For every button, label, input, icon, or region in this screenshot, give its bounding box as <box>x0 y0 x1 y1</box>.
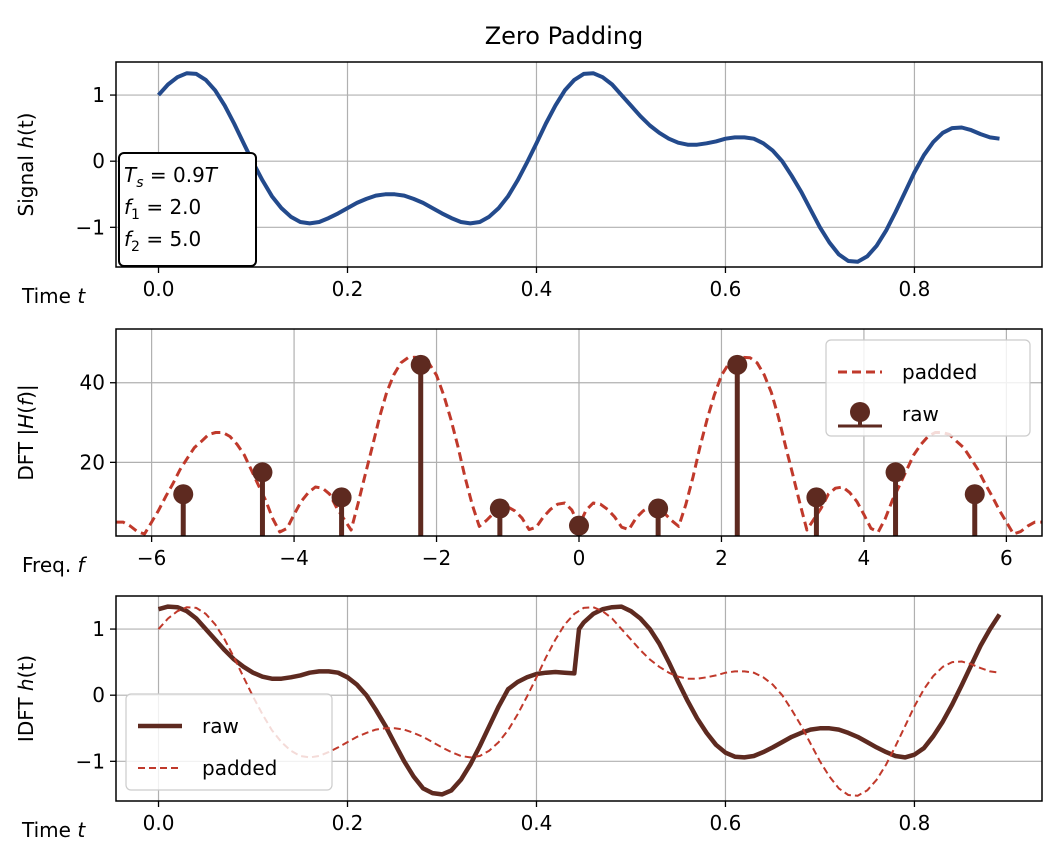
padded-reconstruction-line <box>157 606 1000 797</box>
x-tick-label: 2 <box>715 546 728 570</box>
raw-stem-marker <box>964 484 985 505</box>
x-tick-label: 0.6 <box>710 277 742 301</box>
x-tick-label: 0 <box>573 546 586 570</box>
raw-stem-marker <box>727 354 748 375</box>
legend-label-raw: raw <box>902 402 939 426</box>
x-tick-label: −2 <box>422 546 451 570</box>
x-tick-label: 6 <box>1000 546 1013 570</box>
y-tick-label: 0 <box>92 149 105 173</box>
x-tick-label: −6 <box>137 546 166 570</box>
idft-panel: 0.0 0.2 0.4 0.6 0.8 1 0 −1 IDFT h(t) Time t raw pad… <box>14 595 1043 842</box>
y-tick-label: 1 <box>92 617 105 641</box>
x-tick-label: −4 <box>279 546 308 570</box>
y-axis-label: Signal h(t) <box>14 113 38 217</box>
legend-label-raw: raw <box>202 714 239 738</box>
x-tick-label: 0.0 <box>143 277 175 301</box>
legend-label-padded: padded <box>202 756 277 780</box>
y-tick-label: 1 <box>92 83 105 107</box>
x-tick-label: 0.2 <box>332 277 364 301</box>
annotation-line: f1 = 2.0 <box>124 195 201 223</box>
legend: padded raw <box>825 339 1031 437</box>
raw-stem-marker <box>648 498 669 519</box>
x-tick-label: 4 <box>858 546 871 570</box>
raw-stem-marker <box>331 487 352 508</box>
y-tick-label: 40 <box>80 371 105 395</box>
raw-stem-marker <box>252 462 273 483</box>
annotation-line: f2 = 5.0 <box>124 227 201 255</box>
x-tick-label: 0.4 <box>521 277 553 301</box>
x-tick-label: 0.4 <box>521 811 553 835</box>
y-tick-label: −1 <box>76 215 105 239</box>
y-tick-label: −1 <box>76 749 105 773</box>
x-tick-label: 0.8 <box>899 811 931 835</box>
y-tick-label: 20 <box>80 450 105 474</box>
signal-line <box>157 71 1000 264</box>
raw-stem-marker <box>885 462 906 483</box>
x-tick-label: 0.6 <box>710 811 742 835</box>
signal-panel: 0.0 0.2 0.4 0.6 0.8 1 0 −1 Signal h(t) Time t Ts =… <box>14 61 1043 308</box>
x-axis-label: Freq. f <box>22 553 88 577</box>
x-axis-label: Time t <box>21 284 86 308</box>
y-tick-label: 0 <box>92 683 105 707</box>
raw-stem-marker <box>410 354 431 375</box>
x-tick-label: 0.0 <box>143 811 175 835</box>
raw-stem-marker <box>806 487 827 508</box>
raw-stem-marker <box>569 515 589 536</box>
raw-stem-marker <box>173 484 194 505</box>
raw-reconstruction-line <box>157 604 1002 797</box>
legend: raw padded <box>125 693 333 791</box>
annotation-line: Ts = 0.9T <box>124 163 219 191</box>
x-axis-label: Time t <box>21 818 86 842</box>
dft-panel: −6 −4 −2 0 2 4 6 20 40 DFT |H(f)| Freq. f padded raw <box>14 328 1043 577</box>
legend-swatch-raw <box>850 402 870 422</box>
x-tick-label: 0.2 <box>332 811 364 835</box>
legend-label-padded: padded <box>902 360 977 384</box>
figure-title: Zero Padding <box>485 22 644 50</box>
parameter-annotation: Ts = 0.9T f1 = 2.0 f2 = 5.0 <box>118 152 257 267</box>
y-axis-label: DFT |H(f)| <box>14 384 38 480</box>
x-tick-label: 0.8 <box>899 277 931 301</box>
y-axis-label: IDFT h(t) <box>14 655 38 742</box>
raw-stem-marker <box>489 498 510 519</box>
